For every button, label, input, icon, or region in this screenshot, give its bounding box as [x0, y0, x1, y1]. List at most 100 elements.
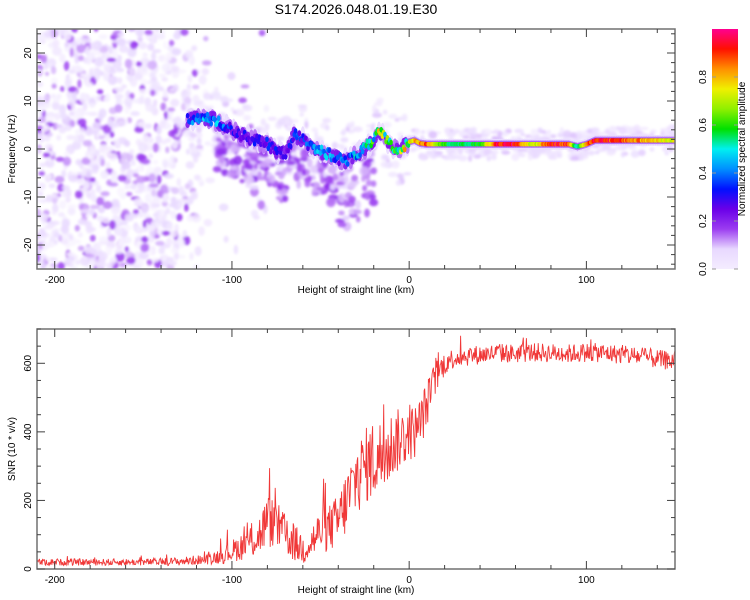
halo-blob	[336, 144, 345, 148]
streak-blob	[229, 165, 240, 171]
noise-blob	[71, 92, 77, 101]
streak-blob	[311, 187, 318, 196]
halo-blob	[211, 91, 221, 97]
halo-blob	[594, 150, 600, 155]
noise-blob	[89, 208, 95, 216]
noise-blob	[142, 213, 151, 219]
noise-blob	[161, 63, 171, 72]
halo-blob	[468, 152, 477, 157]
noise-blob	[38, 228, 45, 234]
halo-blob	[549, 134, 557, 139]
noise-blob	[116, 67, 125, 73]
noise-blob	[141, 135, 152, 145]
noise-blob	[108, 153, 118, 161]
noise-blob	[88, 144, 96, 155]
streak-blob	[338, 210, 345, 216]
noise-blob	[184, 203, 189, 212]
streak-blob	[365, 179, 372, 187]
noise-blob	[177, 254, 186, 259]
noise-blob	[59, 113, 68, 120]
noise-blob	[186, 88, 192, 98]
noise-blob	[133, 169, 139, 174]
noise-blob	[151, 258, 160, 263]
noise-blob	[98, 251, 108, 261]
streak-blob	[306, 157, 313, 168]
noise-blob	[100, 191, 110, 197]
noise-blob	[142, 52, 148, 57]
noise-blob	[130, 41, 138, 50]
halo-blob	[395, 179, 402, 186]
noise-blob	[186, 214, 194, 222]
noise-blob	[120, 152, 130, 159]
spectrogram-heatmap	[37, 29, 675, 269]
halo-blob	[366, 128, 371, 135]
noise-blob	[179, 238, 185, 248]
halo-blob	[520, 132, 526, 137]
noise-blob	[159, 73, 167, 78]
noise-blob	[88, 68, 94, 78]
noise-blob	[240, 84, 250, 89]
noise-blob	[165, 207, 170, 215]
noise-blob	[196, 137, 202, 145]
noise-blob	[89, 42, 99, 50]
halo-blob	[425, 150, 433, 155]
noise-blob	[123, 224, 131, 231]
halo-blob	[183, 96, 192, 104]
noise-blob	[167, 114, 172, 121]
noise-blob	[150, 221, 155, 226]
ridge-core	[213, 116, 217, 123]
streak-blob	[249, 152, 260, 161]
streak-blob	[332, 173, 339, 180]
noise-blob	[127, 117, 132, 124]
streak-blob	[364, 175, 371, 180]
streak-blob	[277, 184, 283, 191]
noise-blob	[165, 52, 172, 62]
halo-blob	[243, 114, 252, 121]
streak-blob	[369, 198, 379, 207]
noise-blob	[85, 191, 92, 198]
noise-blob	[61, 185, 70, 191]
noise-blob	[111, 256, 117, 265]
halo-blob	[410, 147, 416, 153]
streak-blob	[282, 195, 289, 203]
halo-blob	[366, 124, 372, 128]
noise-blob	[98, 34, 108, 40]
streak-blob	[212, 166, 222, 173]
colorbar-tick-label: 0.8	[698, 70, 709, 84]
snr-xlabel: Height of straight line (km)	[298, 585, 415, 596]
noise-blob	[40, 54, 48, 64]
streak-blob	[348, 195, 356, 204]
noise-blob	[113, 138, 119, 146]
noise-blob	[184, 183, 191, 190]
noise-blob	[127, 74, 134, 83]
halo-blob	[196, 133, 203, 138]
noise-blob	[41, 110, 47, 118]
noise-blob	[130, 158, 135, 164]
halo-blob	[242, 104, 253, 112]
streak-blob	[342, 215, 350, 221]
noise-blob	[63, 60, 70, 71]
noise-blob	[62, 190, 68, 198]
streak-blob	[326, 197, 336, 208]
streak-blob	[244, 175, 255, 185]
noise-blob	[218, 203, 229, 212]
noise-blob	[180, 29, 189, 36]
noise-blob	[37, 237, 47, 243]
noise-blob	[124, 251, 134, 259]
noise-blob	[117, 77, 123, 84]
streak-blob	[329, 184, 336, 191]
noise-blob	[37, 253, 41, 263]
noise-blob	[89, 234, 96, 242]
noise-blob	[88, 111, 98, 117]
noise-blob	[167, 256, 174, 263]
noise-blob	[173, 140, 182, 145]
noise-blob	[114, 104, 123, 113]
halo-blob	[502, 131, 509, 136]
noise-blob	[67, 86, 77, 93]
noise-blob	[54, 231, 60, 238]
noise-blob	[65, 196, 71, 203]
ridge-core	[225, 128, 230, 134]
noise-blob	[64, 41, 69, 48]
noise-blob	[98, 135, 105, 140]
